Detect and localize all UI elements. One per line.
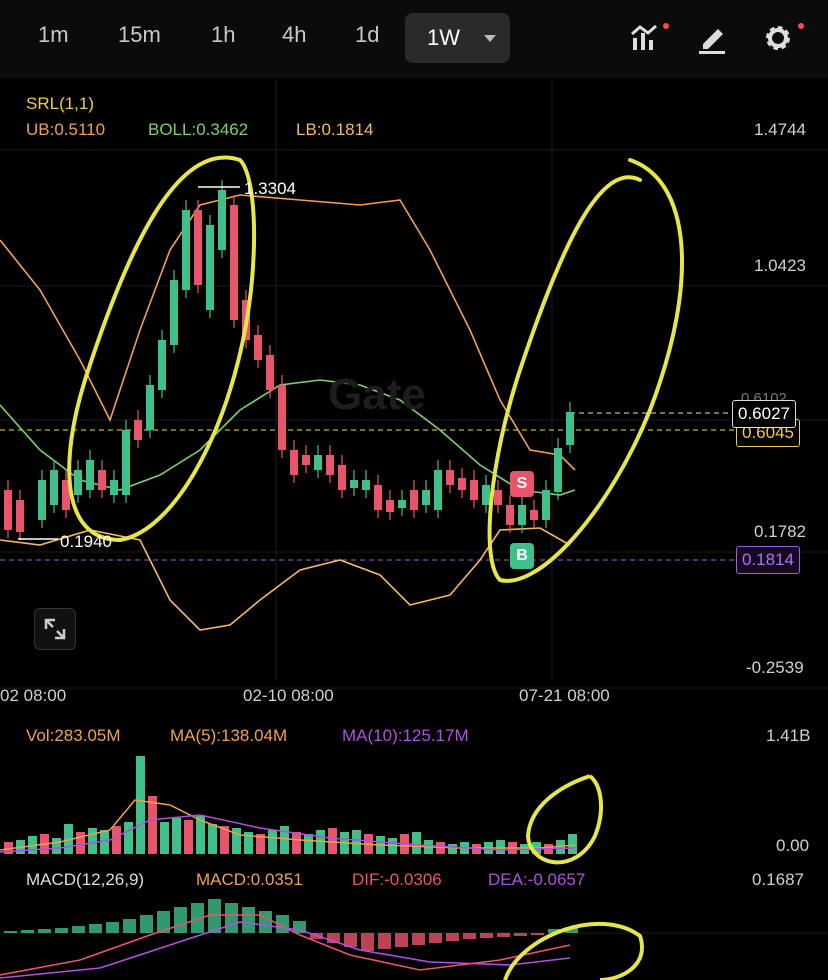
tab-15m[interactable]: 15m [118,22,161,47]
tab-4h[interactable]: 4h [282,22,307,47]
tab-1m[interactable]: 1m [38,22,69,47]
timeframe-toolbar: 1m 15m 1h 4h 1d 1W [0,0,828,78]
sell-marker[interactable]: S [510,471,534,497]
tab-1w-label: 1W [427,25,460,50]
tab-1d[interactable]: 1d [355,22,380,47]
expand-icon [44,618,66,640]
time-tick: 07-21 08:00 [519,686,610,705]
macd-chart[interactable] [0,866,828,980]
macd-axis-top: 0.1687 [752,870,804,889]
time-tick: 02-10 08:00 [243,686,334,705]
ub-label: UB:0.5110 [26,120,106,139]
time-tick: 02 08:00 [0,686,67,705]
volume-chart[interactable] [0,716,828,866]
dea-label: DEA:-0.0657 [488,870,586,889]
pencil-draw-icon[interactable] [694,20,730,56]
caret-down-icon [484,35,496,42]
high-marker-label: 1.3304 [244,179,296,198]
vol-axis-bottom: 0.00 [776,836,810,855]
price-tick: 0.1782 [754,522,806,541]
indicator-chart-icon[interactable] [628,20,669,56]
srl-label: SRL(1,1) [26,94,95,113]
gear-settings-icon[interactable] [760,20,804,56]
price-tick: 1.0423 [754,256,806,275]
candlestick-chart[interactable] [0,80,828,720]
price-tick: 1.4744 [754,120,806,139]
vol-ma10-label: MA(10):125.17M [342,726,469,745]
vol-label: Vol:283.05M [26,726,121,745]
vol-axis-top: 1.41B [766,726,811,745]
price-tick: -0.2539 [746,658,804,677]
macd-value-label: MACD:0.0351 [196,870,303,889]
vol-ma5-label: MA(5):138.04M [170,726,288,745]
lb-price-box: 0.1814 [736,546,800,574]
last-price-box: 0.6027 [732,400,796,428]
low-marker-label: 0.1940 [60,532,112,551]
tab-1w[interactable]: 1W [405,13,510,63]
tab-1h[interactable]: 1h [211,22,236,47]
expand-button[interactable] [34,608,76,650]
watermark-logo: Gate [328,370,426,419]
macd-title: MACD(12,26,9) [26,870,145,889]
buy-marker[interactable]: B [510,543,534,569]
boll-label: BOLL:0.3462 [148,120,249,139]
dif-label: DIF:-0.0306 [352,870,442,889]
lb-label: LB:0.1814 [296,120,374,139]
